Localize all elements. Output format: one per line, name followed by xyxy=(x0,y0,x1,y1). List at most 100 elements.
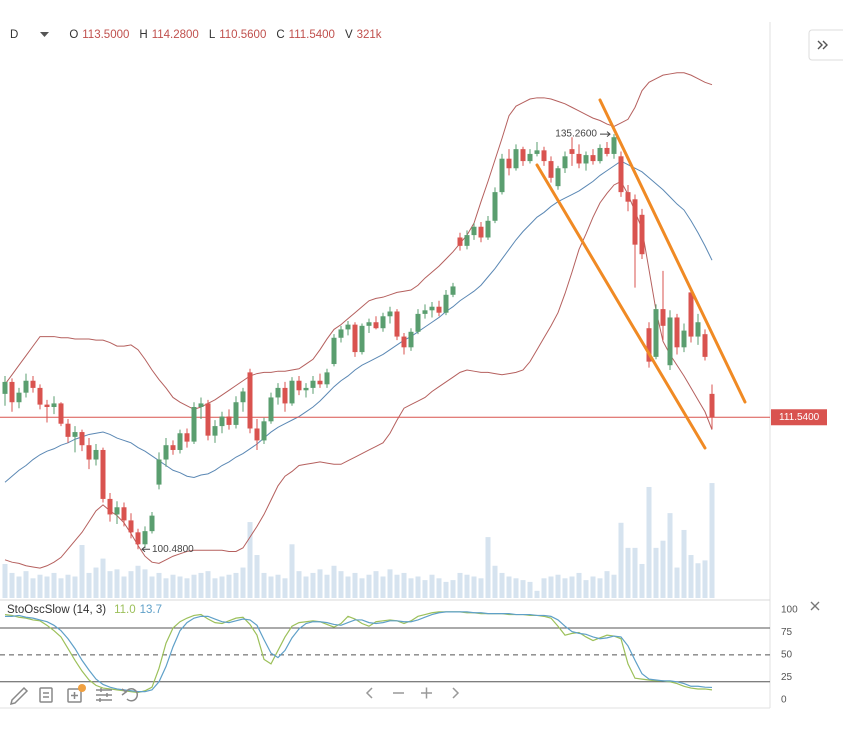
volume-bar xyxy=(247,522,253,598)
collapse-button[interactable] xyxy=(808,29,843,61)
volume-bar xyxy=(58,578,64,598)
volume-bar xyxy=(107,571,113,598)
candle-body xyxy=(240,391,246,403)
volume-bar xyxy=(450,580,456,598)
candle-body xyxy=(233,402,239,425)
volume-bar xyxy=(422,580,428,598)
candle-body xyxy=(9,381,15,403)
lower-band xyxy=(4,180,713,569)
candle-body xyxy=(65,423,71,437)
candle-body xyxy=(674,317,680,348)
volume-bar xyxy=(114,569,120,598)
volume-bar xyxy=(205,571,211,598)
candle-body xyxy=(261,421,267,441)
trend-line xyxy=(598,98,747,404)
volume-bar xyxy=(275,574,281,598)
osc-layer xyxy=(0,611,770,694)
field-key: V xyxy=(344,29,353,41)
candle-body xyxy=(191,407,197,442)
volume-bar xyxy=(296,571,302,598)
volume-bar xyxy=(359,578,365,598)
candle-body xyxy=(324,372,330,385)
close-oscillator[interactable] xyxy=(810,601,820,611)
volume-bar xyxy=(597,578,603,598)
draw-tool[interactable] xyxy=(9,686,29,706)
candle-body xyxy=(2,381,8,394)
volume-bar xyxy=(632,547,638,598)
candle-body xyxy=(576,153,582,164)
volume-bar xyxy=(681,529,687,598)
volume-bar xyxy=(324,574,330,598)
volume-bar xyxy=(478,578,484,598)
candle-body xyxy=(457,237,463,246)
candle-body xyxy=(548,161,554,178)
volume-bar xyxy=(653,547,659,598)
candle-body xyxy=(429,306,435,311)
candle-body xyxy=(149,515,155,532)
volume-bar xyxy=(709,483,715,598)
high-marker-label: 135.2600 xyxy=(555,129,597,140)
volume-bar xyxy=(23,571,29,598)
candle-body xyxy=(212,426,218,436)
candle-body xyxy=(604,147,610,154)
candle-body xyxy=(331,337,337,365)
volume-bar xyxy=(611,574,617,598)
middle-band xyxy=(4,160,713,483)
volume-bar xyxy=(380,576,386,598)
navigation xyxy=(365,687,460,699)
interval: D xyxy=(10,29,19,41)
volume-bar xyxy=(443,581,449,598)
undo-tool[interactable] xyxy=(121,688,139,702)
osc-legend-value: 13.7 xyxy=(139,604,162,616)
candles-layer xyxy=(2,134,715,550)
volume-bar xyxy=(79,544,85,598)
candle-body xyxy=(275,387,281,398)
scroll-right[interactable] xyxy=(452,687,460,699)
volume-bar xyxy=(373,571,379,598)
volume-bar xyxy=(702,560,708,598)
candle-body xyxy=(268,397,274,422)
candle-body xyxy=(338,329,344,338)
indicator-tool[interactable] xyxy=(67,684,86,703)
candle-body xyxy=(156,459,162,485)
candle-body xyxy=(660,309,666,326)
volume-bar xyxy=(317,569,323,598)
volume-bar xyxy=(212,578,218,598)
candle-body xyxy=(709,393,715,418)
candle-body xyxy=(44,404,50,407)
candle-body xyxy=(415,313,421,332)
volume-bar xyxy=(240,567,246,598)
scroll-left[interactable] xyxy=(365,687,373,699)
settings-tool[interactable] xyxy=(96,688,112,702)
candle-body xyxy=(478,226,484,238)
field-key: C xyxy=(276,29,285,41)
low-marker-label: 100.4800 xyxy=(152,544,194,555)
candle-body xyxy=(695,322,701,337)
candle-body xyxy=(387,311,393,317)
field-value: 321k xyxy=(356,29,382,41)
candle-body xyxy=(422,310,428,314)
candle-body xyxy=(163,445,169,460)
candle-body xyxy=(366,322,372,326)
candle-body xyxy=(128,520,134,533)
interval-selector[interactable]: D xyxy=(8,29,57,41)
objects-tool[interactable] xyxy=(39,687,53,703)
candle-body xyxy=(450,286,456,295)
volume-bar xyxy=(527,581,533,598)
candle-body xyxy=(541,150,547,162)
volume-bar xyxy=(30,578,36,598)
volume-bar xyxy=(639,563,645,598)
osc-line xyxy=(5,611,713,693)
volume-bar xyxy=(219,576,225,598)
candle-body xyxy=(597,147,603,162)
volume-bar xyxy=(282,578,288,598)
volume-bar xyxy=(394,574,400,598)
candle-body xyxy=(611,137,617,154)
osc-tick-label: 100 xyxy=(781,605,798,616)
zoom-in[interactable] xyxy=(421,687,432,699)
volume-bar xyxy=(695,563,701,598)
candle-body xyxy=(184,433,190,442)
volume-bar xyxy=(184,578,190,598)
candle-body xyxy=(534,150,540,154)
